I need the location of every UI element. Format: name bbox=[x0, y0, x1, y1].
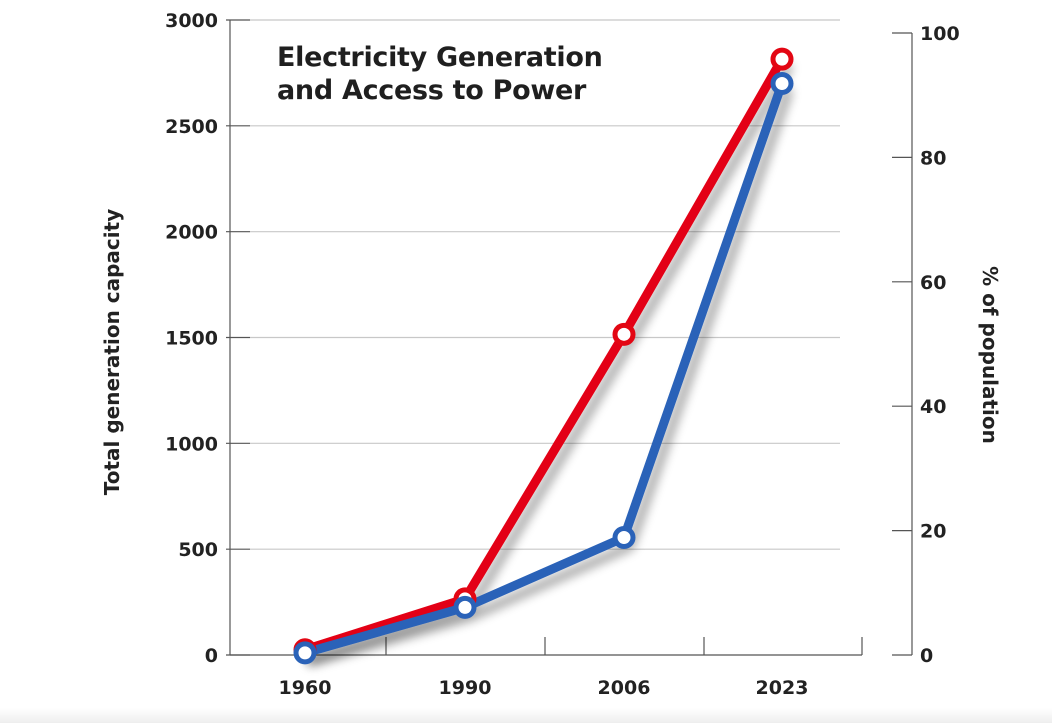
series-1-point bbox=[770, 47, 794, 71]
series-1-point bbox=[612, 322, 636, 346]
y-left-tick-label: 0 bbox=[205, 645, 218, 667]
y-left-tick-label: 2500 bbox=[165, 116, 218, 138]
series-2-point bbox=[612, 526, 636, 550]
y-left-tick-label: 1000 bbox=[165, 433, 218, 455]
y-right-tick-label: 80 bbox=[920, 147, 946, 169]
x-tick-label: 1990 bbox=[439, 677, 492, 699]
series-2-point bbox=[453, 595, 477, 619]
series-line-1 bbox=[300, 54, 787, 655]
y-left-tick-label: 2000 bbox=[165, 222, 218, 244]
bottom-fade bbox=[0, 708, 1052, 723]
y-right-tick-label: 0 bbox=[920, 645, 933, 667]
x-tick-label: 2006 bbox=[598, 677, 651, 699]
gridlines bbox=[250, 19, 840, 550]
y-right-tick-label: 100 bbox=[920, 23, 960, 45]
x-tick-label: 2023 bbox=[756, 677, 809, 699]
labels: Electricity Generation and Access to Pow… bbox=[100, 10, 1002, 699]
y-axis-left-title: Total generation capacity bbox=[100, 209, 124, 495]
series bbox=[293, 47, 794, 665]
x-tick-label: 1960 bbox=[279, 677, 332, 699]
y-right-tick-label: 40 bbox=[920, 396, 946, 418]
y-axis-right-title: % of population bbox=[978, 266, 1002, 444]
y-left-tick-label: 500 bbox=[178, 539, 218, 561]
axes bbox=[226, 19, 913, 656]
chart-title-line-2: and Access to Power bbox=[277, 75, 587, 106]
series-2-point bbox=[770, 72, 794, 95]
y-left-tick-label: 1500 bbox=[165, 328, 218, 350]
chart-title-line-1: Electricity Generation bbox=[277, 42, 603, 73]
series-line-2 bbox=[300, 79, 787, 658]
y-right-tick-label: 20 bbox=[920, 521, 946, 543]
series-2-point bbox=[293, 641, 317, 665]
y-right-tick-label: 60 bbox=[920, 272, 946, 294]
y-left-tick-label: 3000 bbox=[165, 10, 218, 32]
